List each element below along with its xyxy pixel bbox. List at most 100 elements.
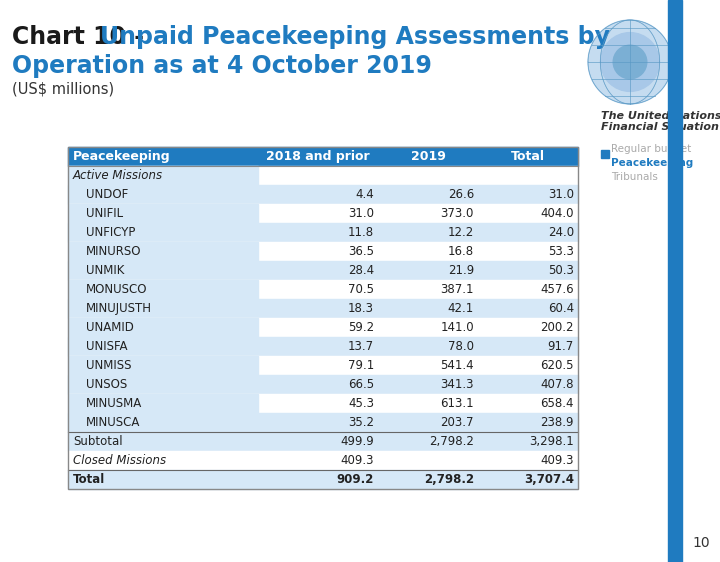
Bar: [68, 375, 578, 394]
Text: Unpaid Peacekeeping Assessments by: Unpaid Peacekeeping Assessments by: [100, 25, 610, 49]
Text: 50.3: 50.3: [548, 264, 574, 277]
Text: 200.2: 200.2: [541, 321, 574, 334]
Text: 10: 10: [693, 536, 710, 550]
Text: MINUJUSTH: MINUJUSTH: [86, 302, 152, 315]
Text: 26.6: 26.6: [448, 188, 474, 201]
Circle shape: [613, 45, 647, 79]
Text: 3,298.1: 3,298.1: [529, 435, 574, 448]
Circle shape: [588, 20, 672, 104]
Text: Regular budget: Regular budget: [611, 144, 691, 154]
Text: UNSOS: UNSOS: [86, 378, 127, 391]
Bar: [68, 204, 258, 223]
Text: Closed Missions: Closed Missions: [73, 454, 166, 467]
Text: 79.1: 79.1: [348, 359, 374, 372]
Text: 203.7: 203.7: [441, 416, 474, 429]
Text: UNIFIL: UNIFIL: [86, 207, 123, 220]
Text: UNMISS: UNMISS: [86, 359, 132, 372]
Text: 36.5: 36.5: [348, 245, 374, 258]
Text: 373.0: 373.0: [441, 207, 474, 220]
Bar: [68, 299, 578, 318]
Bar: [68, 242, 578, 261]
Text: 66.5: 66.5: [348, 378, 374, 391]
Text: 407.8: 407.8: [541, 378, 574, 391]
Text: 59.2: 59.2: [348, 321, 374, 334]
Text: Active Missions: Active Missions: [73, 169, 163, 182]
Bar: [68, 261, 258, 280]
Text: 18.3: 18.3: [348, 302, 374, 315]
Bar: [68, 261, 578, 280]
Text: 4.4: 4.4: [355, 188, 374, 201]
Bar: [68, 204, 578, 223]
Text: UNAMID: UNAMID: [86, 321, 134, 334]
Text: 141.0: 141.0: [441, 321, 474, 334]
Text: 2,798.2: 2,798.2: [424, 473, 474, 486]
Text: UNFICYP: UNFICYP: [86, 226, 135, 239]
Text: 42.1: 42.1: [448, 302, 474, 315]
Text: UNDOF: UNDOF: [86, 188, 128, 201]
Text: 541.4: 541.4: [441, 359, 474, 372]
Text: 2019: 2019: [410, 150, 446, 163]
Bar: [68, 223, 578, 242]
Text: Total: Total: [73, 473, 105, 486]
Text: 404.0: 404.0: [541, 207, 574, 220]
Text: MINUSCA: MINUSCA: [86, 416, 140, 429]
Circle shape: [600, 33, 660, 92]
Text: Total: Total: [511, 150, 545, 163]
Text: 613.1: 613.1: [441, 397, 474, 410]
Bar: [68, 337, 578, 356]
Text: Tribunals: Tribunals: [611, 172, 658, 182]
Text: 238.9: 238.9: [541, 416, 574, 429]
Bar: [68, 356, 258, 375]
Text: Peacekeeping: Peacekeeping: [73, 150, 171, 163]
Bar: [68, 413, 578, 432]
Text: 12.2: 12.2: [448, 226, 474, 239]
Text: Operation as at 4 October 2019: Operation as at 4 October 2019: [12, 54, 432, 78]
Text: MONUSCO: MONUSCO: [86, 283, 148, 296]
Text: 620.5: 620.5: [541, 359, 574, 372]
Bar: [68, 223, 258, 242]
Text: 45.3: 45.3: [348, 397, 374, 410]
Text: 60.4: 60.4: [548, 302, 574, 315]
Bar: [68, 470, 578, 489]
Text: 11.8: 11.8: [348, 226, 374, 239]
Bar: [68, 280, 258, 299]
Text: 387.1: 387.1: [441, 283, 474, 296]
Text: 3,707.4: 3,707.4: [524, 473, 574, 486]
Text: 35.2: 35.2: [348, 416, 374, 429]
Bar: [68, 318, 258, 337]
Text: 24.0: 24.0: [548, 226, 574, 239]
Bar: [68, 280, 578, 299]
Bar: [668, 0, 682, 562]
Bar: [68, 147, 578, 166]
Text: 16.8: 16.8: [448, 245, 474, 258]
Bar: [68, 451, 578, 470]
Text: The United Nations: The United Nations: [601, 111, 720, 121]
Text: 409.3: 409.3: [541, 454, 574, 467]
Text: Chart 10 -: Chart 10 -: [12, 25, 152, 49]
Bar: [68, 166, 258, 185]
Bar: [68, 299, 258, 318]
Bar: [68, 337, 258, 356]
Text: 457.6: 457.6: [541, 283, 574, 296]
Text: 70.5: 70.5: [348, 283, 374, 296]
Text: (US$ millions): (US$ millions): [12, 81, 114, 96]
Bar: [68, 413, 258, 432]
Bar: [68, 166, 578, 185]
Bar: [68, 318, 578, 337]
Text: 13.7: 13.7: [348, 340, 374, 353]
Bar: [68, 185, 258, 204]
Text: 909.2: 909.2: [337, 473, 374, 486]
Text: 409.3: 409.3: [341, 454, 374, 467]
Text: 658.4: 658.4: [541, 397, 574, 410]
Text: 31.0: 31.0: [348, 207, 374, 220]
Text: MINURSO: MINURSO: [86, 245, 142, 258]
Bar: [601, 150, 609, 158]
Text: 21.9: 21.9: [448, 264, 474, 277]
Bar: [68, 394, 258, 413]
Text: 31.0: 31.0: [548, 188, 574, 201]
Text: Peacekeeping: Peacekeeping: [611, 158, 693, 168]
Bar: [68, 356, 578, 375]
Text: 28.4: 28.4: [348, 264, 374, 277]
Text: UNMIK: UNMIK: [86, 264, 125, 277]
Text: 53.3: 53.3: [548, 245, 574, 258]
